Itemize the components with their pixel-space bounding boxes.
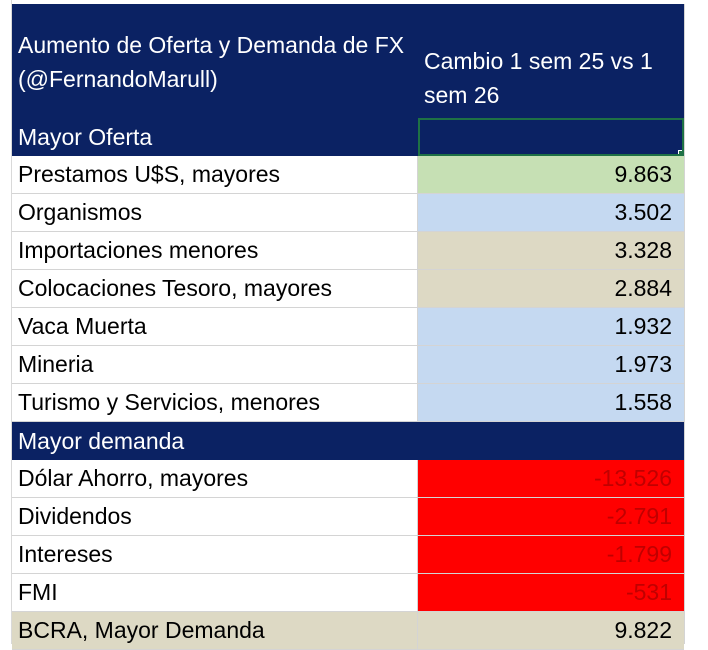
row-value[interactable]: 3.328 (418, 232, 684, 269)
column-border (684, 4, 685, 644)
row-label[interactable]: FMI (12, 574, 418, 611)
selected-cell[interactable] (418, 118, 684, 156)
table-row: Dólar Ahorro, mayores -13.526 (12, 460, 684, 498)
table-row: Colocaciones Tesoro, mayores 2.884 (12, 270, 684, 308)
row-value[interactable]: 2.884 (418, 270, 684, 307)
row-label[interactable]: Intereses (12, 536, 418, 573)
section-value-cell[interactable] (418, 422, 684, 460)
table-row: Organismos 3.502 (12, 194, 684, 232)
table-header-row: Aumento de Oferta y Demanda de FX (@Fern… (12, 4, 684, 118)
section-label[interactable]: Mayor Oferta (18, 123, 153, 150)
table-row: Dividendos -2.791 (12, 498, 684, 536)
row-label[interactable]: Mineria (12, 346, 418, 383)
header-cell-title[interactable]: Aumento de Oferta y Demanda de FX (@Fern… (18, 32, 405, 92)
row-value[interactable]: 1.973 (418, 346, 684, 383)
table-row: FMI -531 (12, 574, 684, 612)
row-value[interactable]: 3.502 (418, 194, 684, 231)
row-label[interactable]: Dividendos (12, 498, 418, 535)
table-row: Intereses -1.799 (12, 536, 684, 574)
row-value[interactable]: 9.822 (418, 612, 684, 649)
section-row-demanda: Mayor demanda (12, 422, 684, 460)
header-cell-change[interactable]: Cambio 1 sem 25 vs 1 sem 26 (424, 48, 653, 108)
row-value[interactable]: 1.932 (418, 308, 684, 345)
row-label[interactable]: Organismos (12, 194, 418, 231)
table-row: Prestamos U$S, mayores 9.863 (12, 156, 684, 194)
row-label[interactable]: Colocaciones Tesoro, mayores (12, 270, 418, 307)
table-row: Vaca Muerta 1.932 (12, 308, 684, 346)
row-label[interactable]: Vaca Muerta (12, 308, 418, 345)
row-value[interactable]: -2.791 (418, 498, 684, 535)
row-label[interactable]: Importaciones menores (12, 232, 418, 269)
row-label[interactable]: Dólar Ahorro, mayores (12, 460, 418, 497)
table-row: Mineria 1.973 (12, 346, 684, 384)
table-row-footer: BCRA, Mayor Demanda 9.822 (12, 612, 684, 650)
table-row: Turismo y Servicios, menores 1.558 (12, 384, 684, 422)
row-gutter (0, 0, 12, 644)
table-row: Importaciones menores 3.328 (12, 232, 684, 270)
row-label[interactable]: Turismo y Servicios, menores (12, 384, 418, 421)
row-value[interactable]: 1.558 (418, 384, 684, 421)
row-label[interactable]: BCRA, Mayor Demanda (12, 612, 418, 649)
row-label[interactable]: Prestamos U$S, mayores (12, 156, 418, 193)
row-value[interactable]: -13.526 (418, 460, 684, 497)
section-row-oferta: Mayor Oferta (12, 118, 684, 156)
row-value[interactable]: 9.863 (418, 156, 684, 193)
fx-table: Aumento de Oferta y Demanda de FX (@Fern… (12, 4, 684, 650)
row-value[interactable]: -531 (418, 574, 684, 611)
section-label[interactable]: Mayor demanda (18, 427, 185, 454)
row-value[interactable]: -1.799 (418, 536, 684, 573)
